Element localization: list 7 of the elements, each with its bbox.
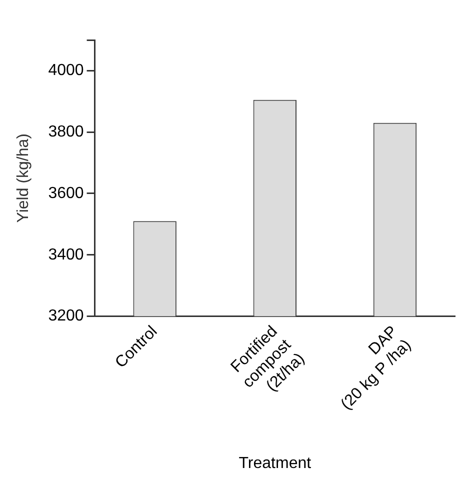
y-tick-label: 3600 — [48, 184, 84, 202]
y-axis-title: Yield (kg/ha) — [15, 134, 32, 223]
y-tick-label: 4000 — [48, 62, 84, 80]
x-axis-title: Treatment — [238, 454, 312, 472]
y-tick-label: 3800 — [48, 124, 84, 141]
y-tick-label: 3400 — [48, 246, 84, 264]
y-tick-label: 3200 — [48, 308, 84, 325]
